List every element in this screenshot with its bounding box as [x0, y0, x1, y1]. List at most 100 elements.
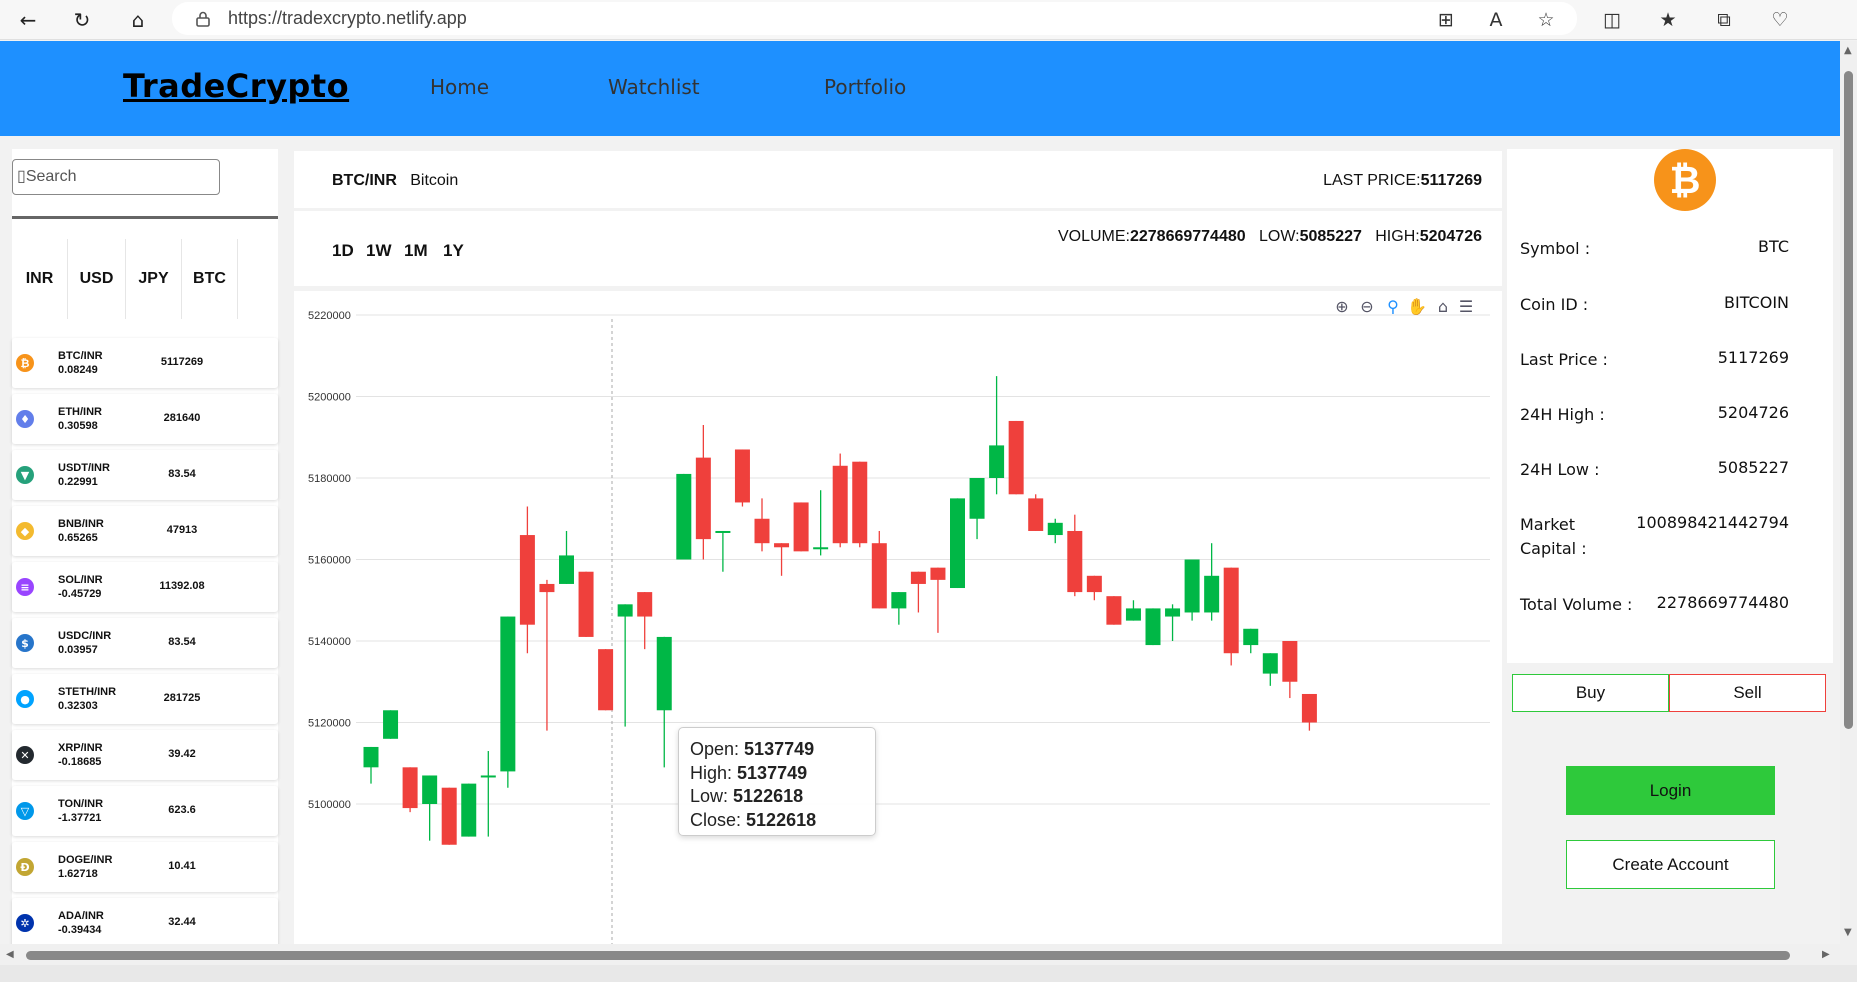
info-volume-label: Total Volume : [1520, 595, 1633, 614]
coin-info-panel: ₿ Symbol : BTC Coin ID : BITCOIN Last Pr… [1507, 149, 1833, 663]
pan-icon[interactable]: ✋ [1407, 296, 1427, 316]
tab-btc[interactable]: BTC [182, 239, 238, 319]
coin-row[interactable]: $ USDC/INR 0.03957 83.54 [12, 618, 278, 668]
tooltip-open: Open: 5137749 [690, 738, 864, 762]
zoom-in-icon[interactable]: ⊕ [1335, 296, 1349, 316]
zoom-out-icon[interactable]: ⊖ [1360, 296, 1374, 316]
info-coinid-value: BITCOIN [1724, 293, 1789, 312]
info-marketcap-label: Market Capital : [1520, 515, 1587, 558]
range-1d-button[interactable]: 1D [332, 241, 354, 260]
coin-price: 281640 [163, 412, 201, 424]
range-1m-button[interactable]: 1M [404, 241, 428, 260]
coin-row[interactable]: ✕ XRP/INR -0.18685 39.42 [12, 730, 278, 780]
app-grid-icon[interactable]: ⊞ [1438, 9, 1454, 31]
coin-row[interactable]: ✲ ADA/INR -0.39434 32.44 [12, 898, 278, 944]
candle-body [676, 473, 692, 560]
collections-icon[interactable]: ⧉ [1717, 9, 1731, 31]
browser-essentials-icon[interactable]: ♡ [1771, 9, 1789, 31]
back-arrow-icon[interactable]: ← [19, 8, 37, 32]
candle-body [1184, 559, 1200, 613]
coin-pair-label: BTC/INR 0.08249 [58, 349, 103, 377]
coin-pair-label: STETH/INR 0.32303 [58, 685, 116, 713]
bitcoin-logo-icon: ₿ [1654, 149, 1716, 211]
coin-pair-label: ADA/INR -0.39434 [58, 909, 104, 937]
vertical-scrollbar[interactable]: ▲ ▼ [1840, 41, 1857, 944]
coin-change: 1.62718 [58, 868, 98, 880]
menu-icon[interactable]: ☰ [1458, 296, 1474, 316]
usdc-icon: $ [16, 634, 34, 652]
bnb-icon: ◆ [16, 522, 34, 540]
tooltip-high-label: High: [690, 762, 738, 783]
coin-row[interactable]: ♦ ETH/INR 0.30598 281640 [12, 394, 278, 444]
nav-portfolio[interactable]: Portfolio [824, 75, 907, 99]
tooltip-open-label: Open: [690, 739, 745, 759]
home-icon[interactable]: ⌂ [131, 8, 145, 32]
scroll-right-arrow-icon[interactable]: ▶ [1822, 949, 1830, 960]
candle-body [774, 543, 790, 548]
tab-usd[interactable]: USD [68, 239, 126, 319]
reset-home-icon[interactable]: ⌂ [1437, 296, 1449, 316]
create-account-button[interactable]: Create Account [1566, 840, 1775, 889]
tooltip-close: Close: 5122618 [690, 809, 864, 833]
login-button[interactable]: Login [1566, 766, 1775, 815]
coin-row[interactable]: ◆ BNB/INR 0.65265 47913 [12, 506, 278, 556]
scroll-left-arrow-icon[interactable]: ◀ [6, 949, 14, 960]
reload-icon[interactable]: ↻ [73, 8, 91, 32]
horizontal-scrollbar[interactable]: ◀ ▶ [0, 944, 1857, 965]
info-low-label: 24H Low : [1520, 460, 1600, 479]
info-high-label: 24H High : [1520, 405, 1605, 424]
url-text: https://tradexcrypto.netlify.app [228, 8, 467, 28]
coin-row[interactable]: ● STETH/INR 0.32303 281725 [12, 674, 278, 724]
tab-inr[interactable]: INR [12, 239, 68, 319]
coin-change: -1.37721 [58, 812, 102, 824]
coin-pair-label: SOL/INR -0.45729 [58, 573, 103, 601]
coin-row[interactable]: ▽ TON/INR -1.37721 623.6 [12, 786, 278, 836]
coin-row[interactable]: ≡ SOL/INR -0.45729 11392.08 [12, 562, 278, 612]
coin-row[interactable]: Ð DOGE/INR 1.62718 10.41 [12, 842, 278, 892]
candlestick-chart[interactable]: ⊕ ⊖ ⚲ ✋ ⌂ ☰ 5220000 5200000 5180000 5160000… [294, 291, 1502, 944]
last-price-value: 5117269 [1420, 172, 1482, 189]
coin-pair: USDT/INR [58, 462, 110, 474]
info-high-value: 5204726 [1717, 403, 1789, 422]
coin-change: -0.45729 [58, 588, 102, 600]
coin-pair-label: BNB/INR 0.65265 [58, 517, 104, 545]
candle-body [734, 449, 750, 503]
split-screen-icon[interactable]: ◫ [1603, 9, 1621, 31]
search-input[interactable]: ▯Search [12, 159, 220, 195]
info-marketcap-value: 100898421442794 [1636, 513, 1789, 532]
favorite-star-icon[interactable]: ☆ [1537, 9, 1555, 31]
coin-price: 10.41 [168, 860, 196, 872]
brand-logo-link[interactable]: TradeCrypto [123, 67, 350, 105]
scroll-down-arrow-icon[interactable]: ▼ [1844, 927, 1852, 938]
candle-body [1028, 498, 1044, 531]
coin-pair-label: ETH/INR 0.30598 [58, 405, 102, 433]
candle-body [813, 547, 829, 550]
read-aloud-icon[interactable]: A [1489, 9, 1503, 31]
zoom-select-icon[interactable]: ⚲ [1387, 296, 1399, 316]
favorites-list-icon[interactable]: ★ [1659, 9, 1677, 31]
horizontal-scroll-thumb[interactable] [26, 951, 1790, 960]
search-placeholder: Search [25, 168, 77, 185]
range-1y-button[interactable]: 1Y [443, 241, 464, 260]
candle-body [578, 571, 594, 637]
range-1w-button[interactable]: 1W [366, 241, 392, 260]
candle-body [891, 592, 907, 609]
coin-row[interactable]: ₿ BTC/INR 0.08249 5117269 [12, 338, 278, 388]
tab-jpy[interactable]: JPY [126, 239, 182, 319]
coin-row[interactable]: ▼ USDT/INR 0.22991 83.54 [12, 450, 278, 500]
candle-body [1282, 641, 1298, 682]
candle-body [969, 478, 985, 519]
address-bar[interactable]: https://tradexcrypto.netlify.app [172, 2, 1577, 35]
market-header: BTC/INR Bitcoin LAST PRICE:5117269 [294, 151, 1502, 208]
taskbar-edge [0, 965, 1857, 982]
vertical-scroll-thumb[interactable] [1844, 71, 1853, 729]
sidebar-divider [12, 216, 278, 219]
buy-button[interactable]: Buy [1512, 674, 1669, 712]
pair-symbol: BTC/INR [332, 172, 397, 189]
candle-body [695, 457, 711, 540]
coin-pair: STETH/INR [58, 686, 117, 698]
nav-watchlist[interactable]: Watchlist [608, 75, 700, 99]
nav-home[interactable]: Home [430, 75, 490, 99]
sell-button[interactable]: Sell [1669, 674, 1826, 712]
scroll-up-arrow-icon[interactable]: ▲ [1844, 45, 1852, 56]
